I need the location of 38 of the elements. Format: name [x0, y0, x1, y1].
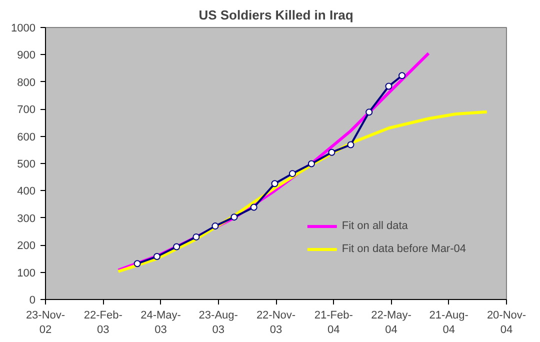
point	[398, 72, 406, 80]
y-tick-label: 1000	[11, 22, 36, 34]
point	[288, 170, 296, 178]
x-tick-label: 24-May- 03	[140, 310, 182, 336]
y-tick-label: 400	[17, 186, 36, 198]
point	[250, 204, 258, 211]
point	[230, 214, 238, 221]
point	[173, 243, 180, 250]
point	[385, 82, 392, 90]
legend-label: Fit on all data	[342, 220, 408, 232]
y-tick-label: 900	[17, 50, 36, 62]
point	[192, 233, 200, 240]
x-tick-label: 23-Nov- 02	[26, 310, 66, 336]
point	[328, 148, 336, 156]
x-tick-label: 22-Feb- 03	[84, 310, 123, 336]
x-tick-label: 21-Aug- 04	[429, 310, 469, 336]
point	[366, 108, 373, 116]
point	[308, 160, 315, 168]
y-tick-label: 300	[17, 212, 36, 225]
y-tick-label: 600	[17, 131, 36, 144]
x-tick-label: 22-Nov- 03	[256, 310, 296, 336]
y-tick-label: 500	[17, 158, 36, 170]
legend-label: Fit on data before Mar-04	[342, 243, 466, 255]
y-tick-label: 700	[17, 104, 36, 116]
y-tick-label: 800	[17, 76, 36, 89]
point	[153, 253, 160, 260]
x-tick-label: 23-Aug- 03	[198, 310, 238, 336]
chart-title: US Soldiers Killed in Iraq	[198, 8, 354, 22]
x-tick-label: 22-May- 04	[371, 310, 412, 336]
point	[212, 222, 219, 230]
point	[271, 180, 278, 188]
y-tick-label: 0	[29, 294, 36, 306]
point	[347, 141, 354, 148]
x-tick-label: 20-Nov- 04	[486, 310, 526, 336]
point	[134, 260, 141, 268]
y-tick-label: 200	[17, 240, 36, 252]
x-tick-label: 21-Feb- 04	[314, 310, 354, 336]
y-tick-label: 100	[17, 267, 36, 280]
